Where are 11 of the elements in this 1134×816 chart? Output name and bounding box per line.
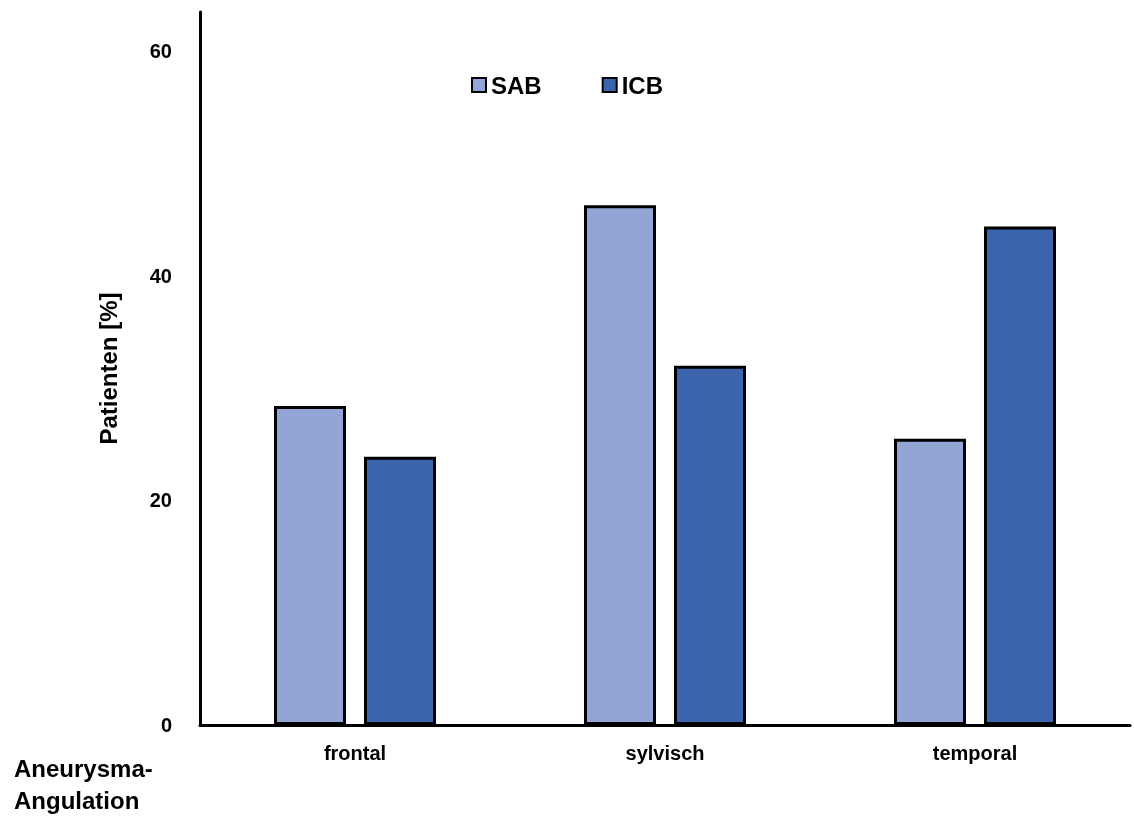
x-axis-title: Aneurysma-Angulation [14, 754, 153, 814]
x-tick-label: frontal [323, 742, 387, 764]
x-tick-label: sylvisch [625, 742, 705, 764]
y-tick-label: 20 [149, 489, 172, 512]
y-axis-title: Patienten [%] [94, 292, 122, 445]
legend-label: SAB [491, 71, 542, 99]
y-tick-label: 40 [149, 264, 172, 287]
x-tick-label: temporal [932, 742, 1018, 764]
y-tick-label: 60 [149, 40, 172, 63]
legend-label: ICB [621, 71, 664, 99]
y-tick-label: 0 [160, 714, 172, 736]
